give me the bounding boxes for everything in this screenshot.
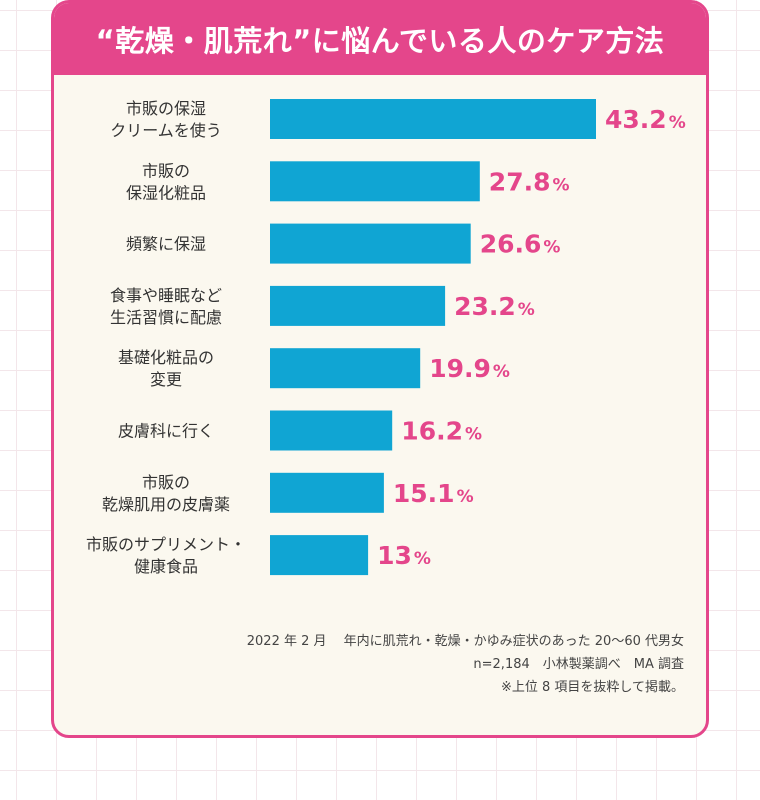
value-number: 16.2: [401, 417, 463, 446]
category-label: 市販のサプリメント・健康食品: [86, 535, 246, 576]
value-number: 15.1: [393, 479, 455, 508]
category-label: 市販の保湿クリームを使う: [110, 99, 222, 140]
value-unit: %: [457, 487, 474, 507]
category-label: 市販の乾燥肌用の皮膚薬: [102, 473, 230, 514]
value-unit: %: [414, 549, 431, 569]
bar: [270, 223, 471, 264]
category-label-line: 市販の: [142, 161, 190, 180]
value-number: 19.9: [429, 354, 491, 383]
bar: [270, 472, 384, 513]
category-label-line: 市販のサプリメント・: [86, 535, 246, 554]
category-label-line: 健康食品: [134, 557, 198, 576]
bar: [270, 161, 480, 202]
category-label-line: 市販の保湿: [126, 99, 206, 118]
category-label: 食事や睡眠など生活習慣に配慮: [110, 286, 222, 327]
bar: [270, 348, 421, 389]
category-label-line: 変更: [150, 370, 182, 389]
value-number: 23.2: [454, 292, 516, 321]
category-label-line: クリームを使う: [110, 121, 222, 140]
category-label-line: 食事や睡眠など: [110, 286, 222, 305]
value-unit: %: [465, 425, 482, 445]
category-label-line: 市販の: [142, 473, 190, 492]
chart-notes: 2022 年 2 月 年内に肌荒れ・乾燥・かゆみ症状のあった 20〜60 代男女…: [247, 630, 684, 699]
value-label: 26.6%: [480, 230, 561, 259]
value-number: 13: [377, 541, 412, 570]
value-label: 16.2%: [401, 417, 482, 446]
value-unit: %: [493, 362, 510, 382]
bar: [270, 410, 393, 451]
chart-card: “乾燥・肌荒れ”に悩んでいる人のケア方法 市販の保湿クリームを使う 43.2% 市販…: [51, 0, 709, 738]
value-unit: %: [543, 238, 560, 258]
category-label-line: 保湿化粧品: [126, 183, 206, 202]
category-label-line: 生活習慣に配慮: [110, 308, 222, 327]
note-survey-period: 2022 年 2 月 年内に肌荒れ・乾燥・かゆみ症状のあった 20〜60 代男女: [246, 634, 684, 649]
value-label: 19.9%: [429, 354, 510, 383]
value-label: 13%: [377, 541, 431, 570]
category-label: 頻繁に保湿: [126, 235, 206, 254]
note-disclaimer: ※上位 8 項目を抜粋して掲載。: [500, 680, 684, 695]
category-label-line: 皮膚科に行く: [118, 422, 214, 441]
value-number: 43.2: [605, 105, 667, 134]
bar: [270, 535, 369, 576]
note-sample: n=2,184 小林製薬調べ MA 調査: [473, 657, 684, 672]
card-header: “乾燥・肌荒れ”に悩んでいる人のケア方法: [54, 3, 706, 75]
category-label-line: 頻繁に保湿: [126, 235, 206, 254]
value-label: 15.1%: [393, 479, 474, 508]
value-label: 43.2%: [605, 105, 686, 134]
value-label: 23.2%: [454, 292, 535, 321]
category-label: 基礎化粧品の変更: [118, 348, 214, 389]
category-label-line: 乾燥肌用の皮膚薬: [102, 495, 230, 514]
chart-title: “乾燥・肌荒れ”に悩んでいる人のケア方法: [95, 24, 665, 58]
bar: [270, 285, 446, 326]
value-label: 27.8%: [489, 167, 570, 196]
value-number: 27.8: [489, 167, 551, 196]
category-label-line: 基礎化粧品の: [118, 348, 214, 367]
category-label: 市販の保湿化粧品: [126, 161, 206, 202]
bar: [270, 99, 596, 139]
value-unit: %: [552, 175, 569, 195]
value-unit: %: [669, 113, 686, 133]
bar-chart: 市販の保湿クリームを使う 43.2 %市販の保湿化粧品 27.8 %頻繁に保湿 26.6%…: [86, 99, 686, 576]
value-number: 26.6: [480, 230, 542, 259]
category-label: 皮膚科に行く: [118, 422, 214, 441]
value-unit: %: [518, 300, 535, 320]
